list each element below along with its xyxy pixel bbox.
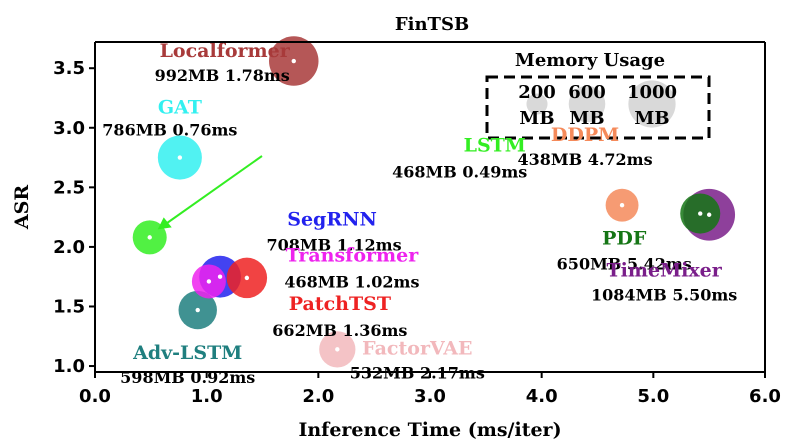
- label-transformer: Transformer: [286, 244, 420, 266]
- labels-layer: Localformer 992MB 1.78ms GAT 786MB 0.76ms LS…: [102, 40, 737, 387]
- legend-unit: MB: [569, 108, 604, 129]
- legend: Memory Usage 200 MB 600 MB 1000 MB: [485, 50, 711, 140]
- label-adv-lstm: Adv-LSTM: [132, 342, 242, 364]
- x-tick-label: 5.0: [637, 386, 669, 407]
- legend-title: Memory Usage: [515, 50, 665, 71]
- legend-box: [485, 75, 711, 140]
- y-tick-label: 3.0: [53, 118, 85, 139]
- label-lstm: LSTM: [464, 134, 526, 156]
- bubble-center-patchtst: [244, 275, 250, 281]
- stats-segrnn: 708MB 1.12ms: [267, 236, 402, 255]
- bubble-center-factorvae: [335, 347, 340, 352]
- stats-patchtst: 662MB 1.36ms: [272, 321, 407, 340]
- label-factorvae: FactorVAE: [362, 337, 472, 359]
- label-timemixer: TimeMixer: [607, 260, 723, 282]
- bubble-center-gat: [177, 155, 183, 160]
- label-ddpm: DDPM: [551, 124, 619, 146]
- y-axis-label: ASR: [11, 185, 33, 230]
- x-tick-label: 0.0: [79, 386, 111, 407]
- chart-title: FinTSB: [395, 14, 469, 35]
- bubbles-layer: [132, 36, 736, 368]
- label-gat: GAT: [158, 97, 202, 119]
- label-patchtst: PatchTST: [289, 293, 391, 315]
- x-tick-label: 3.0: [414, 386, 446, 407]
- legend-value: 600: [568, 82, 606, 103]
- lstm-arrow: [157, 155, 263, 230]
- stats-lstm: 468MB 0.49ms: [392, 162, 527, 181]
- stats-transformer: 468MB 1.02ms: [284, 272, 419, 291]
- legend-value: 200: [518, 82, 556, 103]
- bubble-center-adv-lstm: [195, 307, 200, 313]
- stats-gat: 786MB 0.76ms: [102, 121, 237, 140]
- y-tick-label: 3.5: [53, 58, 85, 79]
- legend-bubble-1000: [628, 80, 676, 128]
- label-segrnn: SegRNN: [287, 209, 377, 231]
- x-tick-label: 1.0: [191, 386, 223, 407]
- y-tick-label: 1.0: [53, 356, 85, 377]
- legend-unit: MB: [634, 108, 669, 129]
- stats-localformer: 992MB 1.78ms: [155, 66, 290, 85]
- bubble-center-localformer: [291, 58, 296, 64]
- bubble-center-ddpm: [619, 203, 625, 208]
- bubble-center-lstm: [147, 235, 152, 240]
- stats-timemixer: 1084MB 5.50ms: [591, 286, 737, 305]
- x-tick-label: 6.0: [749, 386, 781, 407]
- label-localformer: Localformer: [160, 40, 291, 62]
- label-pdf: PDF: [602, 228, 647, 250]
- axes: 0.0 1.0 2.0 3.0 4.0 5.0 6.0 1.0 1.5 2.0 2.5 3.0 3.5…: [11, 41, 781, 441]
- x-axis-label: Inference Time (ms/iter): [298, 419, 561, 441]
- y-tick-label: 2.5: [53, 177, 85, 198]
- legend-bubble-600: [568, 85, 606, 123]
- bubble-center-timemixer: [706, 212, 712, 217]
- legend-value: 1000: [627, 82, 677, 103]
- y-tick-label: 1.5: [53, 296, 85, 317]
- y-tick-label: 2.0: [53, 237, 85, 258]
- stats-adv-lstm: 598MB 0.92ms: [120, 368, 255, 387]
- legend-unit: MB: [519, 108, 554, 129]
- bubble-center-segrnn: [217, 274, 223, 279]
- legend-bubble-200: [526, 93, 548, 115]
- stats-pdf: 650MB 5.42ms: [557, 255, 692, 274]
- x-tick-label: 4.0: [526, 386, 558, 407]
- stats-ddpm: 438MB 4.72ms: [518, 150, 653, 169]
- bubble-center-transformer: [206, 279, 212, 284]
- bubble-center-pdf: [698, 211, 703, 216]
- x-tick-label: 2.0: [302, 386, 334, 407]
